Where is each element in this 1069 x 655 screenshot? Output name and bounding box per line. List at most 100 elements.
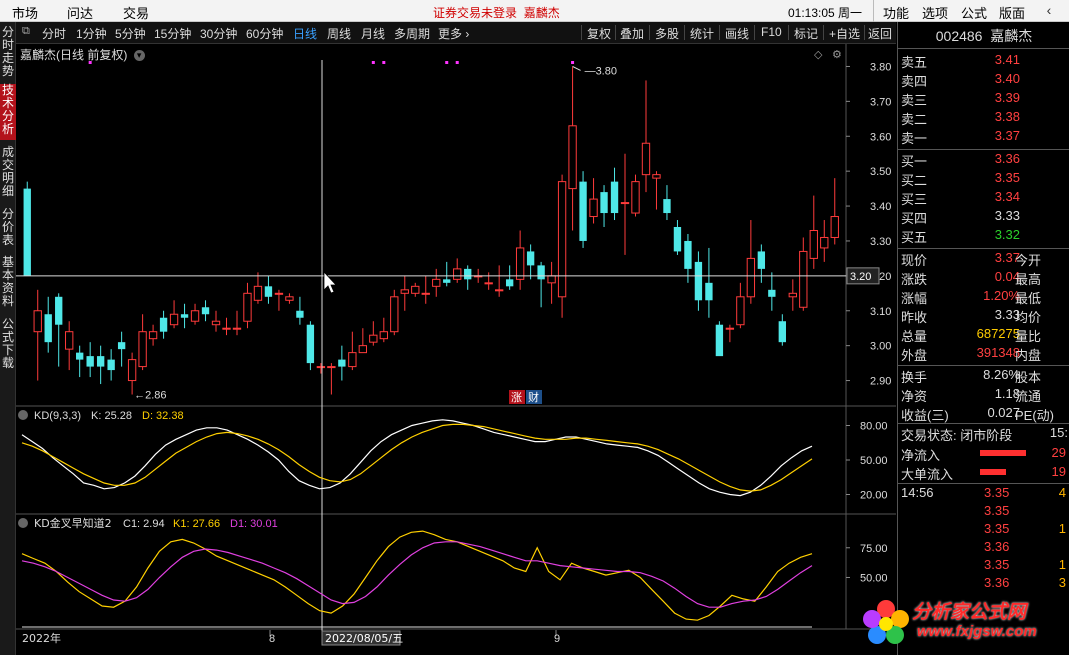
period-multi[interactable]: 多周期 <box>394 27 431 41</box>
tick-row: 3.36 <box>898 539 1069 557</box>
trade-status: 交易状态: 闭市阶段 <box>901 428 1013 443</box>
action-adjust[interactable]: 复权 <box>587 27 612 41</box>
stat-row: 昨收 3.33 均价 <box>898 307 1069 325</box>
candle <box>464 265 472 290</box>
tick-volume: 4 <box>1058 485 1066 500</box>
divider <box>898 48 1069 49</box>
quote-panel: 002486 嘉麟杰 卖五 3.41 卖四 3.40 卖三 3.39 卖二 3.38 卖一 3.3… <box>897 22 1069 655</box>
y-tick-label: 3.60 <box>870 131 891 143</box>
candle <box>579 171 587 248</box>
candle <box>453 258 462 283</box>
candle <box>600 185 608 227</box>
candle <box>107 349 115 381</box>
kd2-menu-icon[interactable] <box>18 518 28 528</box>
notice-stock-name: 嘉麟杰 <box>523 6 560 20</box>
action-draw[interactable]: 画线 <box>725 27 750 41</box>
menu-trade[interactable]: 交易 <box>123 6 150 21</box>
bid-row[interactable]: 买三 3.34 <box>898 189 1069 207</box>
sidetab-price-table[interactable]: 分价表 <box>1 207 14 247</box>
candle <box>694 251 703 311</box>
period-daily[interactable]: 日线 <box>293 27 318 41</box>
period-1min[interactable]: 1分钟 <box>76 27 107 41</box>
action-back[interactable]: 返回 <box>868 27 893 41</box>
sidetab-trade-detail[interactable]: 成交明细 <box>1 145 14 198</box>
bid-row[interactable]: 买四 3.33 <box>898 208 1069 226</box>
menu-market[interactable]: 市场 <box>12 6 39 21</box>
ask-row[interactable]: 卖四 3.40 <box>898 71 1069 89</box>
ask-row[interactable]: 卖一 3.37 <box>898 128 1069 146</box>
stat-value: 687275 <box>976 326 1020 341</box>
menu-options[interactable]: 选项 <box>922 6 949 21</box>
stat2-label: 收益(三) <box>901 408 949 423</box>
candle <box>306 321 315 371</box>
period-30min[interactable]: 30分钟 <box>200 27 238 41</box>
ask-label: 卖三 <box>901 93 928 108</box>
candle <box>211 310 221 332</box>
period-5min[interactable]: 5分钟 <box>115 27 146 41</box>
menu-function[interactable]: 功能 <box>883 6 910 21</box>
side-tabs: 分时走势 技术分析 成交明细 分价表 基本资料 公式下载 <box>0 22 16 655</box>
toolbar-collapse-icon[interactable]: ⧉ <box>22 25 30 37</box>
divider <box>898 365 1069 366</box>
ask-price: 3.37 <box>994 128 1020 143</box>
badge-rise[interactable] <box>509 390 525 404</box>
period-more[interactable]: 更多 › <box>438 27 470 41</box>
action-multistock[interactable]: 多股 <box>655 27 680 41</box>
ask-row[interactable]: 卖五 3.41 <box>898 52 1069 70</box>
candle <box>138 314 147 371</box>
kd-menu-icon[interactable] <box>18 410 28 420</box>
action-f10[interactable]: F10 <box>761 25 782 39</box>
low-label: ←2.86 <box>134 390 166 402</box>
stat-label: 昨收 <box>901 310 928 325</box>
period-intraday[interactable]: 分时 <box>42 27 67 41</box>
divider <box>898 248 1069 249</box>
menu-wenda[interactable]: 问达 <box>67 6 94 21</box>
x-label-sep: 9 <box>554 633 560 645</box>
period-weekly[interactable]: 周线 <box>327 27 352 41</box>
stat-label-2: 量比 <box>1015 329 1042 344</box>
candle <box>432 268 441 297</box>
window-control-icon[interactable]: ‹ <box>1046 2 1052 18</box>
period-15min[interactable]: 15分钟 <box>154 27 192 41</box>
sidetab-formula-download[interactable]: 公式下载 <box>1 317 14 370</box>
tick-row: 3.35 1 <box>898 521 1069 539</box>
tick-row: 14:56 3.35 4 <box>898 485 1069 503</box>
kd-k-line <box>21 419 813 497</box>
bid-row[interactable]: 买五 3.32 <box>898 227 1069 245</box>
bid-row[interactable]: 买二 3.35 <box>898 170 1069 188</box>
candle <box>641 80 651 193</box>
candle <box>515 230 525 290</box>
ask-row[interactable]: 卖三 3.39 <box>898 90 1069 108</box>
candle <box>55 293 63 367</box>
trade-status-row: 交易状态: 闭市阶段 15: <box>898 425 1069 443</box>
action-mark[interactable]: 标记 <box>794 27 819 41</box>
action-overlay[interactable]: 叠加 <box>620 27 645 41</box>
bid-row[interactable]: 买一 3.36 <box>898 151 1069 169</box>
kd-name: KD(9,3,3) <box>34 410 81 422</box>
candle <box>494 265 504 297</box>
stat2-row: 净资 1.18 流通 <box>898 386 1069 404</box>
diamond-icon[interactable]: ◇ <box>814 49 823 61</box>
sidetab-intraday[interactable]: 分时走势 <box>1 25 14 78</box>
candle <box>201 300 210 322</box>
period-60min[interactable]: 60分钟 <box>246 27 284 41</box>
menu-formula[interactable]: 公式 <box>961 6 988 21</box>
y-tick-label: 3.50 <box>870 166 891 178</box>
chevron-down-icon[interactable]: ▾ <box>133 50 145 62</box>
login-notice[interactable]: 证券交易未登录 嘉麟杰 <box>433 4 560 21</box>
sidetab-basic-info[interactable]: 基本资料 <box>1 255 14 308</box>
ask-row[interactable]: 卖二 3.38 <box>898 109 1069 127</box>
candle <box>222 317 231 336</box>
sidetab-technical[interactable]: 技术分析 <box>0 84 16 140</box>
action-stats[interactable]: 统计 <box>690 27 715 41</box>
menu-layout[interactable]: 版面 <box>999 6 1026 21</box>
chart-title: 嘉麟杰(日线 前复权) ▾ <box>20 46 145 63</box>
candle <box>44 296 52 353</box>
candle <box>338 345 346 381</box>
kline-chart[interactable]: 3.80 3.70 3.60 3.50 3.40 3.30 3.20 3.10 3.00 2.90… <box>16 44 896 655</box>
action-add-watchlist[interactable]: +自选 <box>829 27 861 41</box>
settings-icon[interactable]: ⚙ <box>832 49 842 61</box>
period-monthly[interactable]: 月线 <box>361 27 386 41</box>
badge-finance[interactable] <box>526 390 542 404</box>
stock-name: 嘉麟杰 <box>990 28 1033 44</box>
